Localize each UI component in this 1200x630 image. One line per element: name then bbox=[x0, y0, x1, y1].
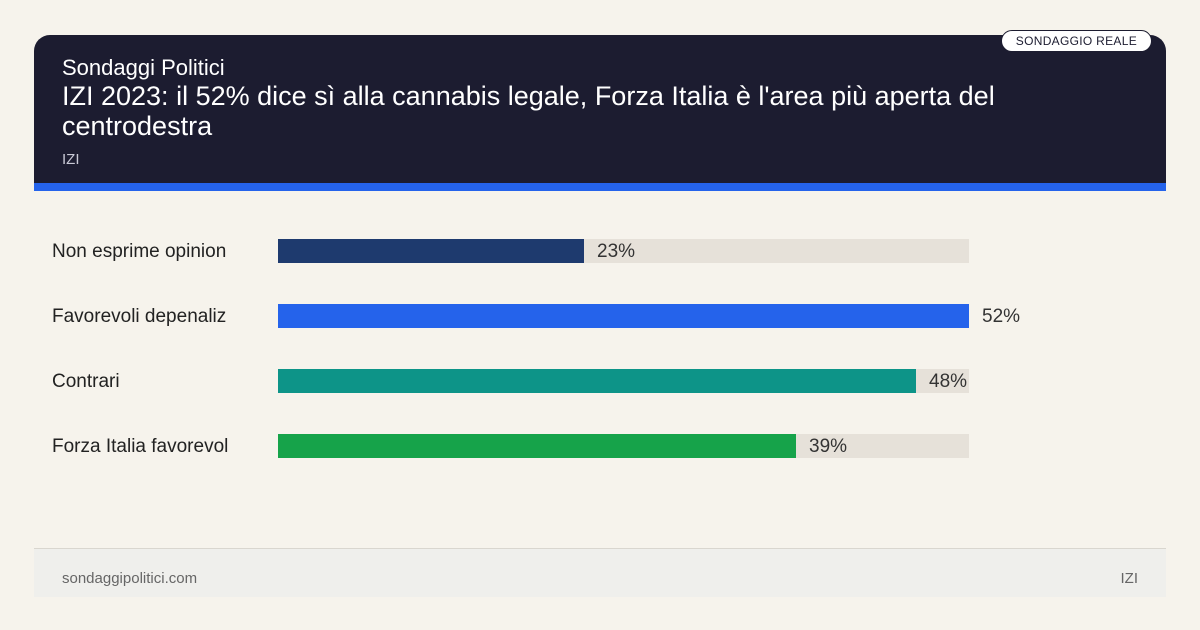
bar bbox=[278, 239, 584, 263]
header-source: IZI bbox=[62, 151, 80, 168]
bar bbox=[278, 434, 796, 458]
category-label: Forza Italia favorevol bbox=[52, 436, 229, 457]
footer-source: IZI bbox=[1120, 570, 1139, 587]
bar-track bbox=[278, 239, 969, 263]
value-label: 52% bbox=[982, 306, 1021, 327]
bar-track bbox=[278, 369, 969, 393]
category-label: Favorevoli depenaliz bbox=[52, 306, 227, 327]
value-label: 39% bbox=[809, 436, 848, 457]
real-poll-badge: SONDAGGIO REALE bbox=[1000, 30, 1152, 52]
page-title: IZI 2023: il 52% dice sì alla cannabis l… bbox=[62, 81, 995, 141]
value-label: 48% bbox=[929, 371, 968, 392]
bar bbox=[278, 369, 916, 393]
header-panel: Sondaggi Politici IZI 2023: il 52% dice … bbox=[34, 30, 1166, 183]
bar-track bbox=[278, 434, 969, 458]
category-label: Non esprime opinion bbox=[52, 241, 227, 262]
header-accent-bar bbox=[34, 183, 1166, 191]
footer-site: sondaggipolitici.com bbox=[62, 570, 198, 587]
value-label: 23% bbox=[597, 241, 636, 262]
bar bbox=[278, 304, 969, 328]
bar-chart: Non esprime opinion 23% Favorevoli depenal… bbox=[52, 239, 1021, 458]
category-label: Contrari bbox=[52, 371, 120, 392]
brand-name: Sondaggi Politici bbox=[62, 55, 225, 80]
footer: sondaggipolitici.com IZI bbox=[34, 548, 1166, 597]
bar-track bbox=[278, 304, 969, 328]
